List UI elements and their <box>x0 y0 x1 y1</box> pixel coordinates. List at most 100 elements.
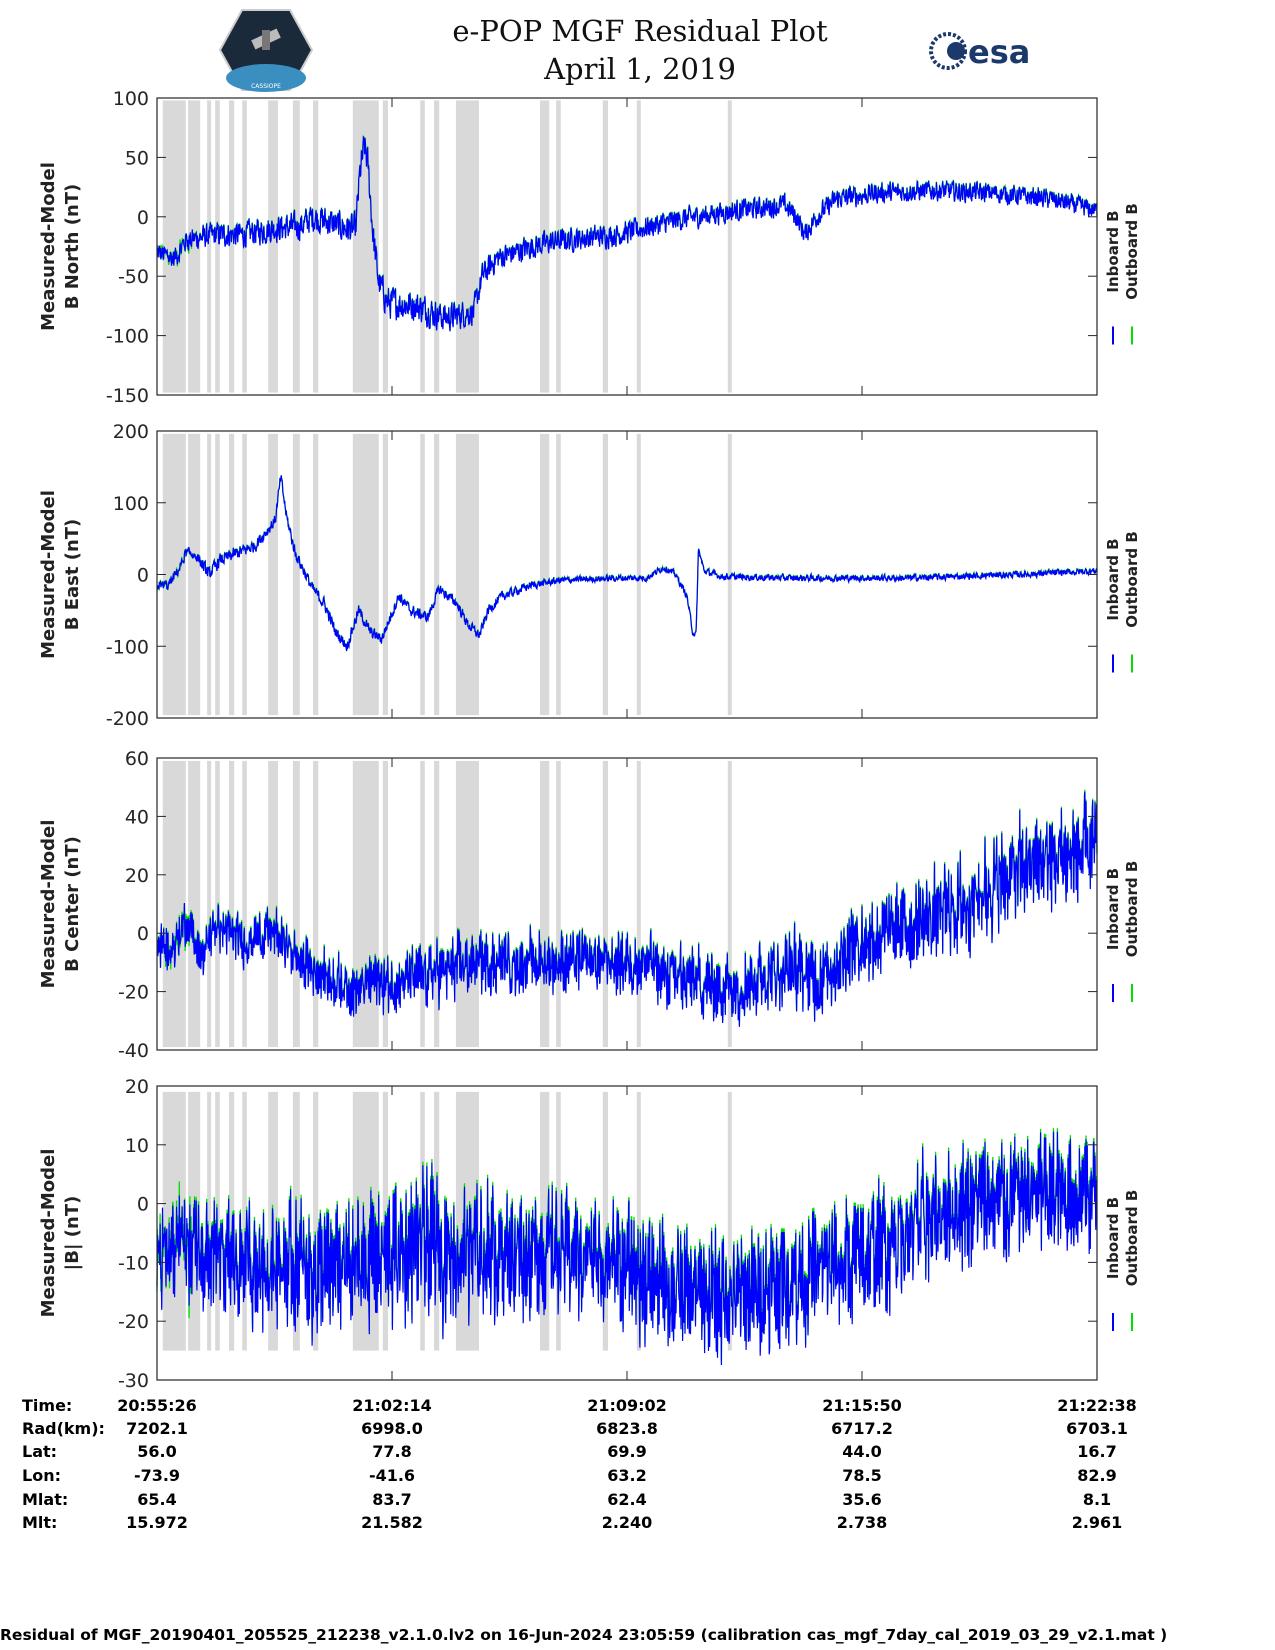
data-gap-band <box>292 760 300 1048</box>
data-gap-band <box>556 1091 561 1351</box>
inboard-b-line <box>156 1131 1098 1366</box>
data-gap-band <box>228 760 235 1048</box>
table-cell: 6823.8 <box>596 1419 658 1438</box>
y-tick-label: -20 <box>118 1311 149 1333</box>
y-tick-label: 20 <box>125 865 149 887</box>
y-axis-label: |B| (nT) <box>62 1196 83 1271</box>
table-row-label: Mlat: <box>22 1490 69 1509</box>
table-cell: 8.1 <box>1082 1490 1112 1509</box>
table-cell: -41.6 <box>368 1466 416 1485</box>
table-cell: 7202.1 <box>126 1419 188 1438</box>
time-tick-label: 21:22:38 <box>1057 1396 1137 1415</box>
data-gap-band <box>636 100 641 393</box>
data-gap-band <box>455 433 479 716</box>
table-cell: 21.582 <box>361 1513 423 1532</box>
table-cell: -73.9 <box>133 1466 181 1485</box>
data-gap-band <box>242 433 247 716</box>
y-tick-label: -10 <box>118 1252 149 1274</box>
y-tick-label: 100 <box>113 493 149 515</box>
data-gap-band <box>207 760 212 1048</box>
data-gap-band <box>228 100 235 393</box>
data-gap-band <box>352 760 379 1048</box>
y-tick-label: 0 <box>137 565 149 587</box>
table-cell: 6703.1 <box>1066 1419 1128 1438</box>
data-gap-band <box>268 100 278 393</box>
data-gap-band <box>313 760 319 1048</box>
y-tick-label: -100 <box>106 636 149 658</box>
data-gap-band <box>382 100 388 393</box>
y-tick-label: -30 <box>118 1370 149 1392</box>
data-gap-band <box>602 760 608 1048</box>
y-axis-label: Measured-Model <box>38 820 59 989</box>
data-gap-band <box>420 100 425 393</box>
y-tick-label: 0 <box>137 1194 149 1216</box>
time-tick-label: 21:02:14 <box>352 1396 432 1415</box>
data-gap-band <box>207 1091 212 1351</box>
panel-3: -40 -20 0 20 40 60 Measured-Model B Center (nT)… <box>38 748 1141 1062</box>
data-gap-band <box>242 100 247 393</box>
plot-title: e-POP MGF Residual Plot <box>452 14 828 48</box>
y-tick-label: 60 <box>125 748 149 770</box>
data-gap-band <box>207 100 212 393</box>
data-gap-band <box>434 100 440 393</box>
table-cell: 69.9 <box>607 1442 647 1461</box>
svg-text:esa: esa <box>968 33 1030 71</box>
data-gap-band <box>162 100 186 393</box>
time-tick-label: 20:55:26 <box>117 1396 197 1415</box>
y-tick-label: 50 <box>125 147 149 169</box>
legend-label: Outboard B <box>1123 861 1141 958</box>
legend-label: Outboard B <box>1123 1190 1141 1287</box>
table-cell: 6717.2 <box>831 1419 893 1438</box>
legend-label: Inboard B <box>1104 538 1122 620</box>
data-gap-band <box>162 760 186 1048</box>
y-axis-label: B Center (nT) <box>62 836 83 972</box>
panel-4: -30 -20 -10 0 10 20 Measured-Model |B| (nT) Inbo… <box>38 1076 1141 1392</box>
legend-label: Inboard B <box>1104 868 1122 950</box>
data-gap-band <box>727 1091 732 1351</box>
data-gap-band <box>434 433 440 716</box>
svg-text:CASSIOPE: CASSIOPE <box>251 83 281 90</box>
data-gap-band <box>420 433 425 716</box>
table-cell: 63.2 <box>607 1466 647 1485</box>
inboard-b-line <box>156 475 1098 652</box>
data-gap-band <box>636 1091 641 1351</box>
table-row-label: Lat: <box>22 1442 58 1461</box>
data-gap-band <box>215 433 220 716</box>
table-cell: 15.972 <box>126 1513 188 1532</box>
table-row-label: Mlt: <box>22 1513 58 1532</box>
inboard-b-line <box>156 791 1098 1027</box>
data-gap-band <box>188 433 201 716</box>
data-gap-band <box>292 100 300 393</box>
y-tick-label: 100 <box>113 88 149 110</box>
data-gap-band <box>420 760 425 1048</box>
time-tick-label: 21:09:02 <box>587 1396 667 1415</box>
table-cell: 44.0 <box>842 1442 882 1461</box>
y-axis-label: Measured-Model <box>38 1149 59 1318</box>
y-axis-label: B North (nT) <box>62 184 83 310</box>
data-gap-band <box>268 433 278 716</box>
data-gap-band <box>636 760 641 1048</box>
y-tick-label: 200 <box>113 421 149 443</box>
data-gap-band <box>228 433 235 716</box>
panel-2: -200 -100 0 100 200 Measured-Model B East (nT)… <box>38 421 1141 730</box>
data-gap-band <box>434 760 440 1048</box>
inboard-b-line <box>156 135 1098 332</box>
data-gap-band <box>540 760 550 1048</box>
table-row-label: Time: <box>22 1396 73 1415</box>
data-gap-band <box>228 1091 235 1351</box>
data-gap-band <box>727 760 732 1048</box>
y-tick-label: -100 <box>106 326 149 348</box>
y-tick-label: -20 <box>118 982 149 1004</box>
table-cell: 2.961 <box>1071 1513 1123 1532</box>
table-cell: 35.6 <box>842 1490 882 1509</box>
y-tick-label: 0 <box>137 207 149 229</box>
table-row-label: Rad(km): <box>22 1419 105 1438</box>
data-gap-band <box>207 433 212 716</box>
y-tick-label: 40 <box>125 806 149 828</box>
data-gap-band <box>313 100 319 393</box>
y-tick-label: 10 <box>125 1135 149 1157</box>
legend-label: Outboard B <box>1123 531 1141 628</box>
table-cell: 6998.0 <box>361 1419 423 1438</box>
data-gap-band <box>215 100 220 393</box>
